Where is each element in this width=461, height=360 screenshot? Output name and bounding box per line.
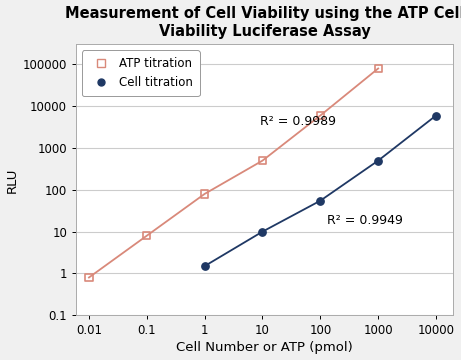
Point — [317, 113, 324, 118]
Point — [374, 158, 382, 163]
X-axis label: Cell Number or ATP (pmol): Cell Number or ATP (pmol) — [177, 341, 353, 355]
Y-axis label: RLU: RLU — [6, 167, 18, 193]
Point — [85, 275, 93, 280]
Text: R² = 0.9949: R² = 0.9949 — [327, 214, 403, 227]
Point — [317, 198, 324, 203]
Point — [143, 233, 150, 239]
Point — [374, 66, 382, 71]
Text: R² = 0.9989: R² = 0.9989 — [260, 115, 336, 128]
Point — [432, 113, 440, 118]
Point — [259, 158, 266, 163]
Point — [201, 191, 208, 197]
Point — [259, 229, 266, 234]
Legend: ATP titration, Cell titration: ATP titration, Cell titration — [82, 50, 200, 96]
Title: Measurement of Cell Viability using the ATP Cell
Viability Luciferase Assay: Measurement of Cell Viability using the … — [65, 5, 461, 39]
Point — [201, 263, 208, 269]
